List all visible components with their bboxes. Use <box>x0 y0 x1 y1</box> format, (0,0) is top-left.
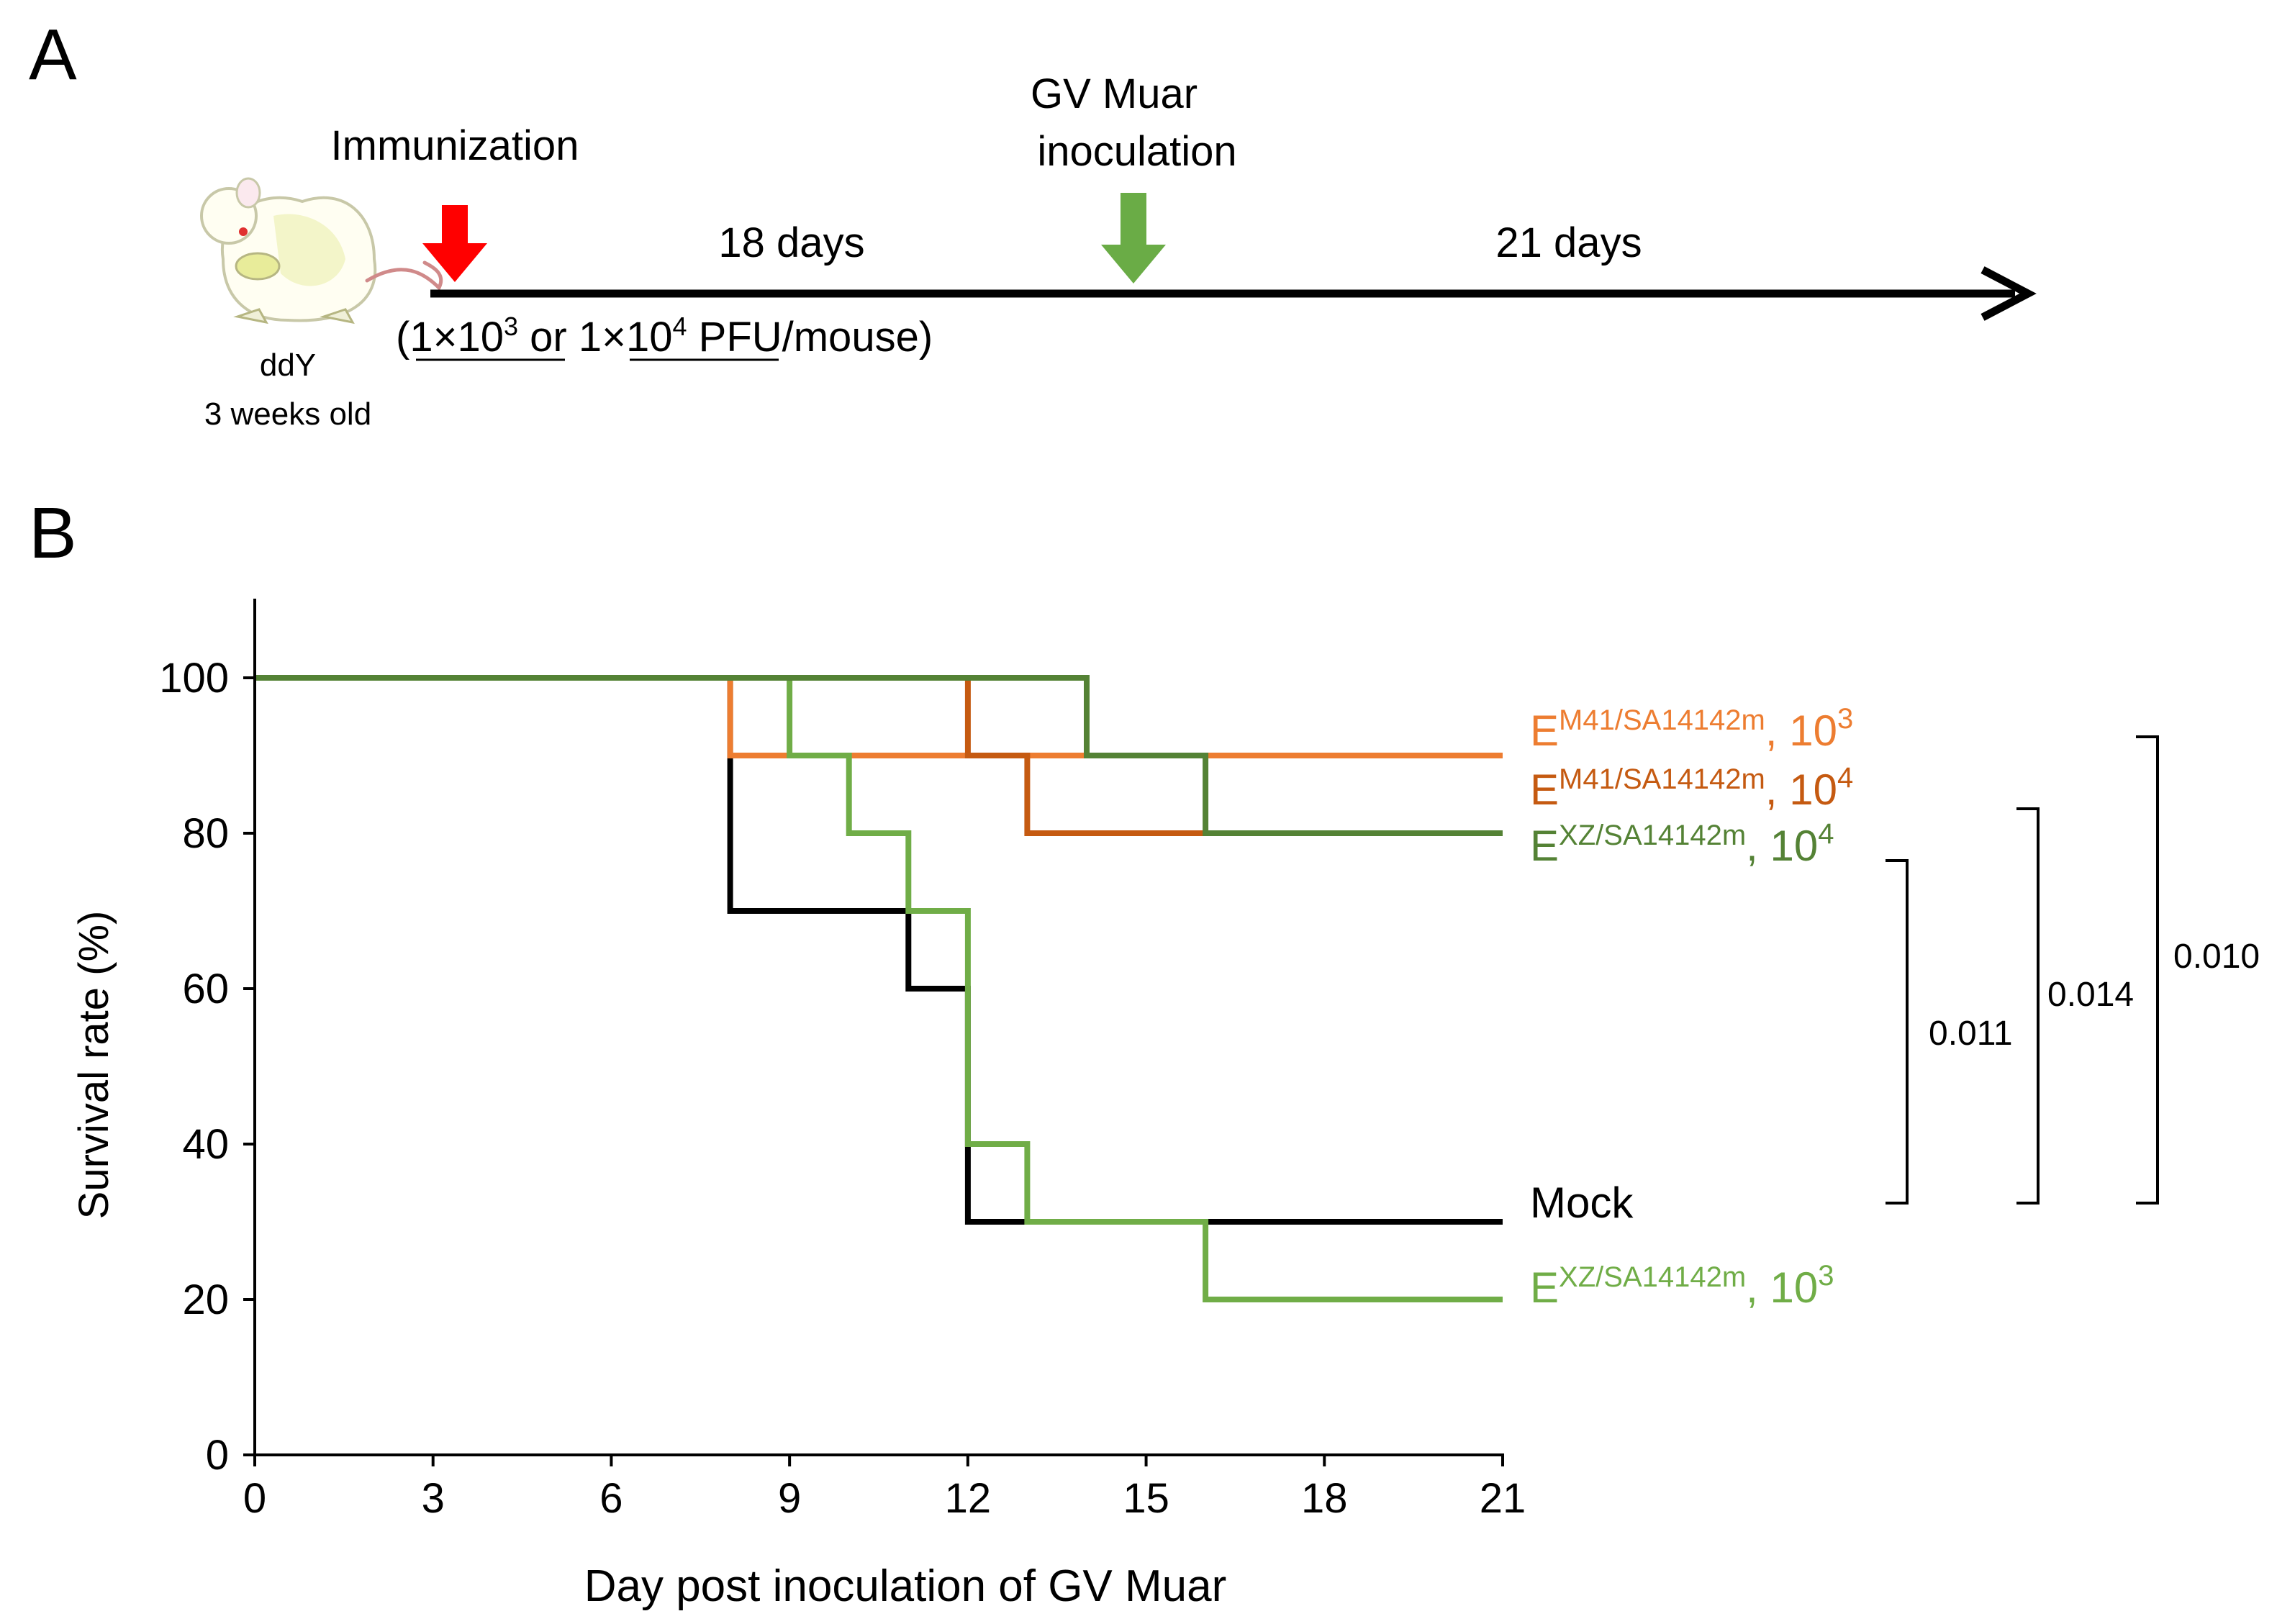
significance-bracket-p2 <box>2016 807 2040 1205</box>
p-value-p2: 0.014 <box>2047 976 2134 1014</box>
interval-2-label: 21 days <box>1495 219 1642 266</box>
series-line-exz_1e3 <box>255 675 1503 1302</box>
challenge-label-line1: GV Muar <box>1031 71 1198 117</box>
y-tick-label-80: 80 <box>182 810 229 857</box>
series-line-exz_1e4 <box>255 675 1503 836</box>
mouse-illustration <box>200 177 443 325</box>
x-tick-label-18: 18 <box>1301 1475 1348 1522</box>
series-label-exz_1e3: EXZ/SA14142m, 103 <box>1530 1260 1834 1312</box>
significance-bracket-p1 <box>1886 859 1909 1205</box>
series-label-em41_1e4: EM41/SA14142m, 104 <box>1530 762 1853 814</box>
series-line-mock <box>255 675 1503 1225</box>
mouse-strain-label: ddY <box>260 348 316 383</box>
x-tick-label-15: 15 <box>1123 1475 1169 1522</box>
challenge-label-line2: inoculation <box>1037 128 1236 175</box>
dose-text: (1×103 or 1×104 PFU/mouse) <box>396 312 933 360</box>
panel-b-label: B <box>29 493 77 573</box>
series-line-em41_1e3 <box>255 675 1503 758</box>
mouse-age-label: 3 weeks old <box>204 396 371 432</box>
x-axis-title: Day post inoculation of GV Muar <box>584 1561 1227 1611</box>
x-tick-label-21: 21 <box>1480 1475 1526 1522</box>
y-tick-label-40: 40 <box>182 1121 229 1168</box>
series-label-em41_1e3: EM41/SA14142m, 103 <box>1530 703 1853 755</box>
y-tick-label-0: 0 <box>206 1432 229 1479</box>
survival-chart: 0 3 6 9 12 15 18 21 0 20 40 60 80 100 EM41/SA14142m, … <box>159 599 2260 1522</box>
y-tick-label-60: 60 <box>182 966 229 1012</box>
series-label-exz_1e4: EXZ/SA14142m, 104 <box>1530 818 1834 870</box>
x-tick-label-12: 12 <box>945 1475 992 1522</box>
p-value-p1: 0.011 <box>1929 1015 2013 1053</box>
p-value-p3: 0.010 <box>2173 938 2260 976</box>
challenge-arrow-icon <box>1101 193 1166 283</box>
x-tick-label-6: 6 <box>599 1475 623 1522</box>
panel-a-label: A <box>29 14 77 95</box>
timeline-arrowhead <box>1981 266 2037 321</box>
x-tick-label-0: 0 <box>243 1475 266 1522</box>
immunization-arrow-icon <box>422 205 487 282</box>
significance-bracket-p3 <box>2136 735 2159 1205</box>
y-tick-label-100: 100 <box>159 655 229 702</box>
x-tick-label-9: 9 <box>778 1475 801 1522</box>
dose-low-base: 1×10 <box>409 314 504 360</box>
y-tick-label-20: 20 <box>182 1276 229 1323</box>
y-axis-title: Survival rate (%) <box>71 911 117 1220</box>
series-label-mock: Mock <box>1530 1179 1634 1227</box>
dose-high-base: 1×10 <box>579 314 673 360</box>
interval-1-label: 18 days <box>718 219 864 266</box>
immunization-label: Immunization <box>331 122 579 169</box>
x-tick-label-3: 3 <box>422 1475 445 1522</box>
